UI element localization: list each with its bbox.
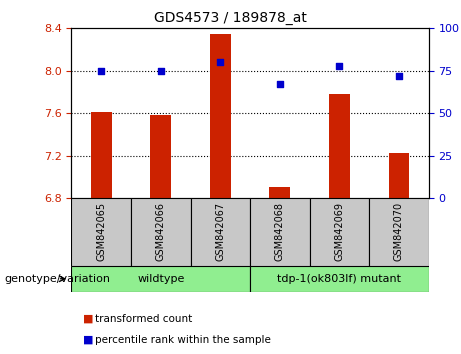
Text: GSM842068: GSM842068 — [275, 202, 285, 261]
Bar — [150, 115, 171, 198]
Point — [395, 73, 402, 79]
Point — [276, 81, 284, 87]
FancyBboxPatch shape — [250, 198, 310, 266]
Text: GSM842070: GSM842070 — [394, 202, 404, 262]
FancyBboxPatch shape — [190, 198, 250, 266]
Text: GSM842066: GSM842066 — [156, 202, 166, 261]
Bar — [91, 112, 112, 198]
FancyBboxPatch shape — [310, 198, 369, 266]
Bar — [329, 94, 350, 198]
Text: ■: ■ — [83, 314, 94, 324]
FancyBboxPatch shape — [369, 198, 429, 266]
Text: ■: ■ — [83, 335, 94, 345]
Text: GSM842067: GSM842067 — [215, 202, 225, 262]
Text: GDS4573 / 189878_at: GDS4573 / 189878_at — [154, 11, 307, 25]
Text: GSM842065: GSM842065 — [96, 202, 106, 262]
FancyBboxPatch shape — [250, 266, 429, 292]
Text: percentile rank within the sample: percentile rank within the sample — [95, 335, 271, 345]
Point — [217, 59, 224, 65]
Text: tdp-1(ok803lf) mutant: tdp-1(ok803lf) mutant — [278, 274, 402, 284]
Text: wildtype: wildtype — [137, 274, 184, 284]
Bar — [269, 187, 290, 198]
FancyBboxPatch shape — [131, 198, 190, 266]
Point — [157, 68, 165, 74]
Point — [336, 63, 343, 69]
FancyBboxPatch shape — [71, 198, 131, 266]
Text: genotype/variation: genotype/variation — [5, 274, 111, 284]
Text: GSM842069: GSM842069 — [334, 202, 344, 261]
FancyBboxPatch shape — [71, 266, 250, 292]
Bar — [210, 34, 231, 198]
Text: transformed count: transformed count — [95, 314, 192, 324]
Point — [98, 68, 105, 74]
Bar — [389, 153, 409, 198]
